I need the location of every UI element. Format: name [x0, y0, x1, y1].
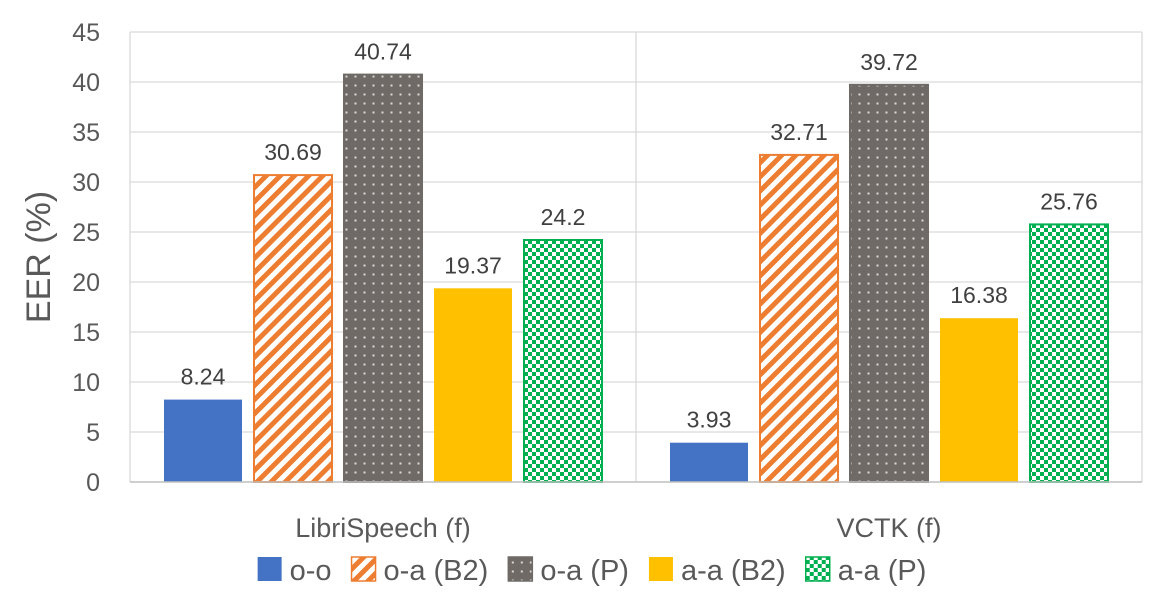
bar-o-a-b2-vctk	[759, 153, 839, 483]
y-tick-label: 15	[72, 319, 100, 347]
legend-label: o-a (P)	[540, 555, 629, 587]
legend-label: a-a (P)	[838, 555, 927, 587]
legend-swatch	[648, 557, 673, 581]
bar-o-a-p-vctk	[849, 83, 929, 484]
data-label: 25.76	[1040, 188, 1098, 214]
legend-label: o-a (B2)	[384, 555, 489, 587]
data-label: 8.24	[181, 364, 226, 390]
legend-item: o-a (B2)	[350, 555, 489, 587]
data-label: 3.93	[687, 407, 732, 433]
legend-item: a-a (P)	[804, 555, 927, 587]
data-label: 39.72	[860, 49, 918, 75]
y-tick-label: 30	[72, 169, 100, 197]
legend-label: a-a (B2)	[681, 555, 786, 587]
data-label: 40.74	[354, 39, 412, 65]
bar-o-o-vctk	[670, 442, 748, 482]
legend-swatch	[350, 556, 377, 582]
data-label: 30.69	[264, 139, 322, 165]
bar-o-o-librispeech	[164, 399, 242, 482]
legend-item: o-o	[257, 555, 332, 587]
y-tick-label: 45	[72, 19, 100, 47]
y-tick-label: 40	[72, 69, 100, 97]
y-tick-label: 5	[86, 419, 100, 447]
x-category-label: LibriSpeech (f)	[295, 513, 471, 543]
legend-item: o-a (P)	[507, 555, 629, 587]
x-category-label: VCTK (f)	[837, 513, 942, 543]
data-label: 19.37	[444, 252, 502, 278]
data-label: 32.71	[770, 119, 828, 145]
y-tick-label: 10	[72, 369, 100, 397]
bar-a-a-b2-librispeech	[434, 288, 512, 482]
bar-a-a-b2-vctk	[940, 318, 1018, 482]
y-tick-label: 20	[72, 269, 100, 297]
y-tick-label: 35	[72, 119, 100, 147]
y-tick-label: 25	[72, 219, 100, 247]
data-label: 16.38	[950, 282, 1008, 308]
y-axis-title: EER (%)	[20, 191, 58, 323]
legend-swatch	[804, 556, 831, 582]
bar-o-a-p-librispeech	[343, 73, 423, 483]
bar-a-a-p-librispeech	[523, 239, 603, 483]
legend-label: o-o	[290, 555, 332, 587]
data-label: 24.2	[541, 204, 586, 230]
legend-swatch	[257, 557, 282, 581]
bar-a-a-p-vctk	[1029, 223, 1109, 483]
legend-item: a-a (B2)	[648, 555, 786, 587]
bar-o-a-b2-librispeech	[253, 174, 333, 483]
legend-swatch	[507, 556, 534, 582]
y-tick-label: 0	[86, 469, 100, 497]
